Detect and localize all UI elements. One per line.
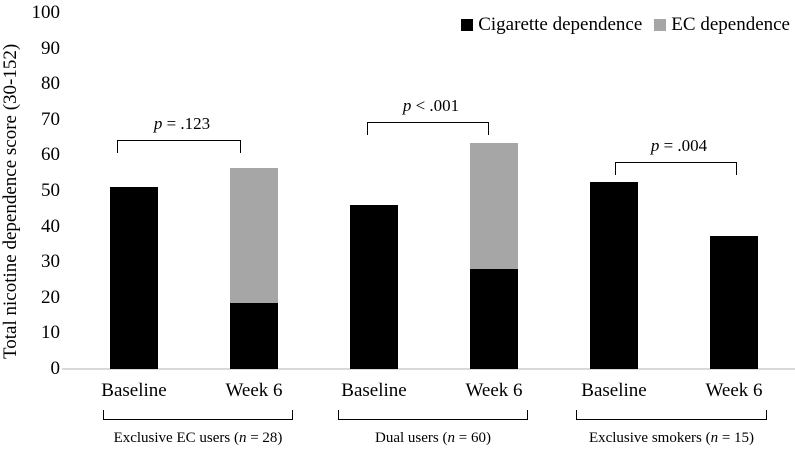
- x-tick-label: Baseline: [341, 380, 407, 401]
- p-value-label: p = .123: [112, 114, 252, 134]
- group-label-n-value: = 15): [718, 430, 755, 446]
- y-tick-label-30: 30: [41, 251, 60, 273]
- legend-item-cigarette-dependence: Cigarette dependence: [461, 14, 642, 36]
- group-label-text: Exclusive smokers (: [588, 430, 711, 446]
- p-value-bracket: [117, 140, 241, 153]
- p-value-text: < .001: [411, 96, 460, 115]
- bar-dual-users-60-baseline-cigarette: [350, 205, 398, 369]
- y-tick-label-20: 20: [41, 286, 60, 308]
- p-value-bracket: [615, 162, 737, 175]
- y-tick-label-10: 10: [41, 322, 60, 344]
- group-label-n-value: = 60): [455, 430, 491, 446]
- bar-exclusive-ec-users-28-baseline-cigarette: [110, 187, 158, 369]
- legend: Cigarette dependence EC dependence: [461, 14, 790, 36]
- group-bracket: [103, 410, 293, 420]
- n-italic: n: [710, 430, 719, 446]
- y-tick-label-90: 90: [41, 37, 60, 59]
- group-label-text: Exclusive EC users (: [113, 430, 239, 446]
- p-italic: p: [650, 136, 660, 155]
- group-label-exclusive-smokers-15: Exclusive smokers (n = 15): [542, 429, 795, 447]
- group-label-text: Dual users (: [375, 430, 448, 446]
- group-label-dual-users-60: Dual users (n = 60): [303, 429, 563, 447]
- bar-exclusive-ec-users-28-week6-ec: [230, 167, 278, 304]
- x-tick-label: Week 6: [465, 380, 523, 401]
- ec-dependence-swatch-icon: [654, 19, 667, 31]
- legend-item-ec-dependence: EC dependence: [654, 14, 790, 36]
- p-italic: p: [402, 96, 412, 115]
- y-tick-label-70: 70: [41, 108, 60, 130]
- x-axis-line: [62, 368, 795, 370]
- y-tick-label-80: 80: [41, 73, 60, 95]
- legend-label-cigarette: Cigarette dependence: [478, 14, 643, 35]
- group-bracket: [576, 410, 767, 420]
- bar-exclusive-smokers-15-week6-cigarette: [710, 235, 758, 369]
- x-tick-label: Baseline: [101, 380, 167, 401]
- p-value-text: = .123: [162, 114, 211, 133]
- bar-exclusive-smokers-15-baseline-cigarette: [590, 182, 638, 369]
- n-italic: n: [238, 430, 247, 446]
- y-tick-label-100: 100: [31, 2, 61, 23]
- y-tick-label-0: 0: [50, 358, 61, 379]
- bar-exclusive-ec-users-28-week6-cigarette: [230, 303, 278, 369]
- bar-dual-users-60-week6-ec: [470, 142, 518, 270]
- p-italic: p: [153, 114, 163, 133]
- p-value-label: p = .004: [609, 136, 749, 156]
- group-bracket: [338, 410, 528, 420]
- group-label-n-value: = 28): [246, 430, 283, 446]
- p-value-text: = .004: [659, 136, 708, 155]
- x-tick-label: Week 6: [705, 380, 763, 401]
- y-tick-label-40: 40: [41, 215, 60, 237]
- legend-label-ec: EC dependence: [671, 14, 790, 35]
- p-value-bracket: [367, 122, 489, 135]
- x-tick-label: Baseline: [581, 380, 647, 401]
- n-italic: n: [447, 430, 456, 446]
- x-tick-label: Week 6: [225, 380, 283, 401]
- y-tick-label-60: 60: [41, 144, 60, 166]
- bar-dual-users-60-week6-cigarette: [470, 269, 518, 369]
- group-label-exclusive-ec-users-28: Exclusive EC users (n = 28): [68, 429, 328, 447]
- p-value-label: p < .001: [361, 96, 501, 116]
- y-tick-label-50: 50: [41, 180, 60, 201]
- cigarette-dependence-swatch-icon: [461, 19, 474, 31]
